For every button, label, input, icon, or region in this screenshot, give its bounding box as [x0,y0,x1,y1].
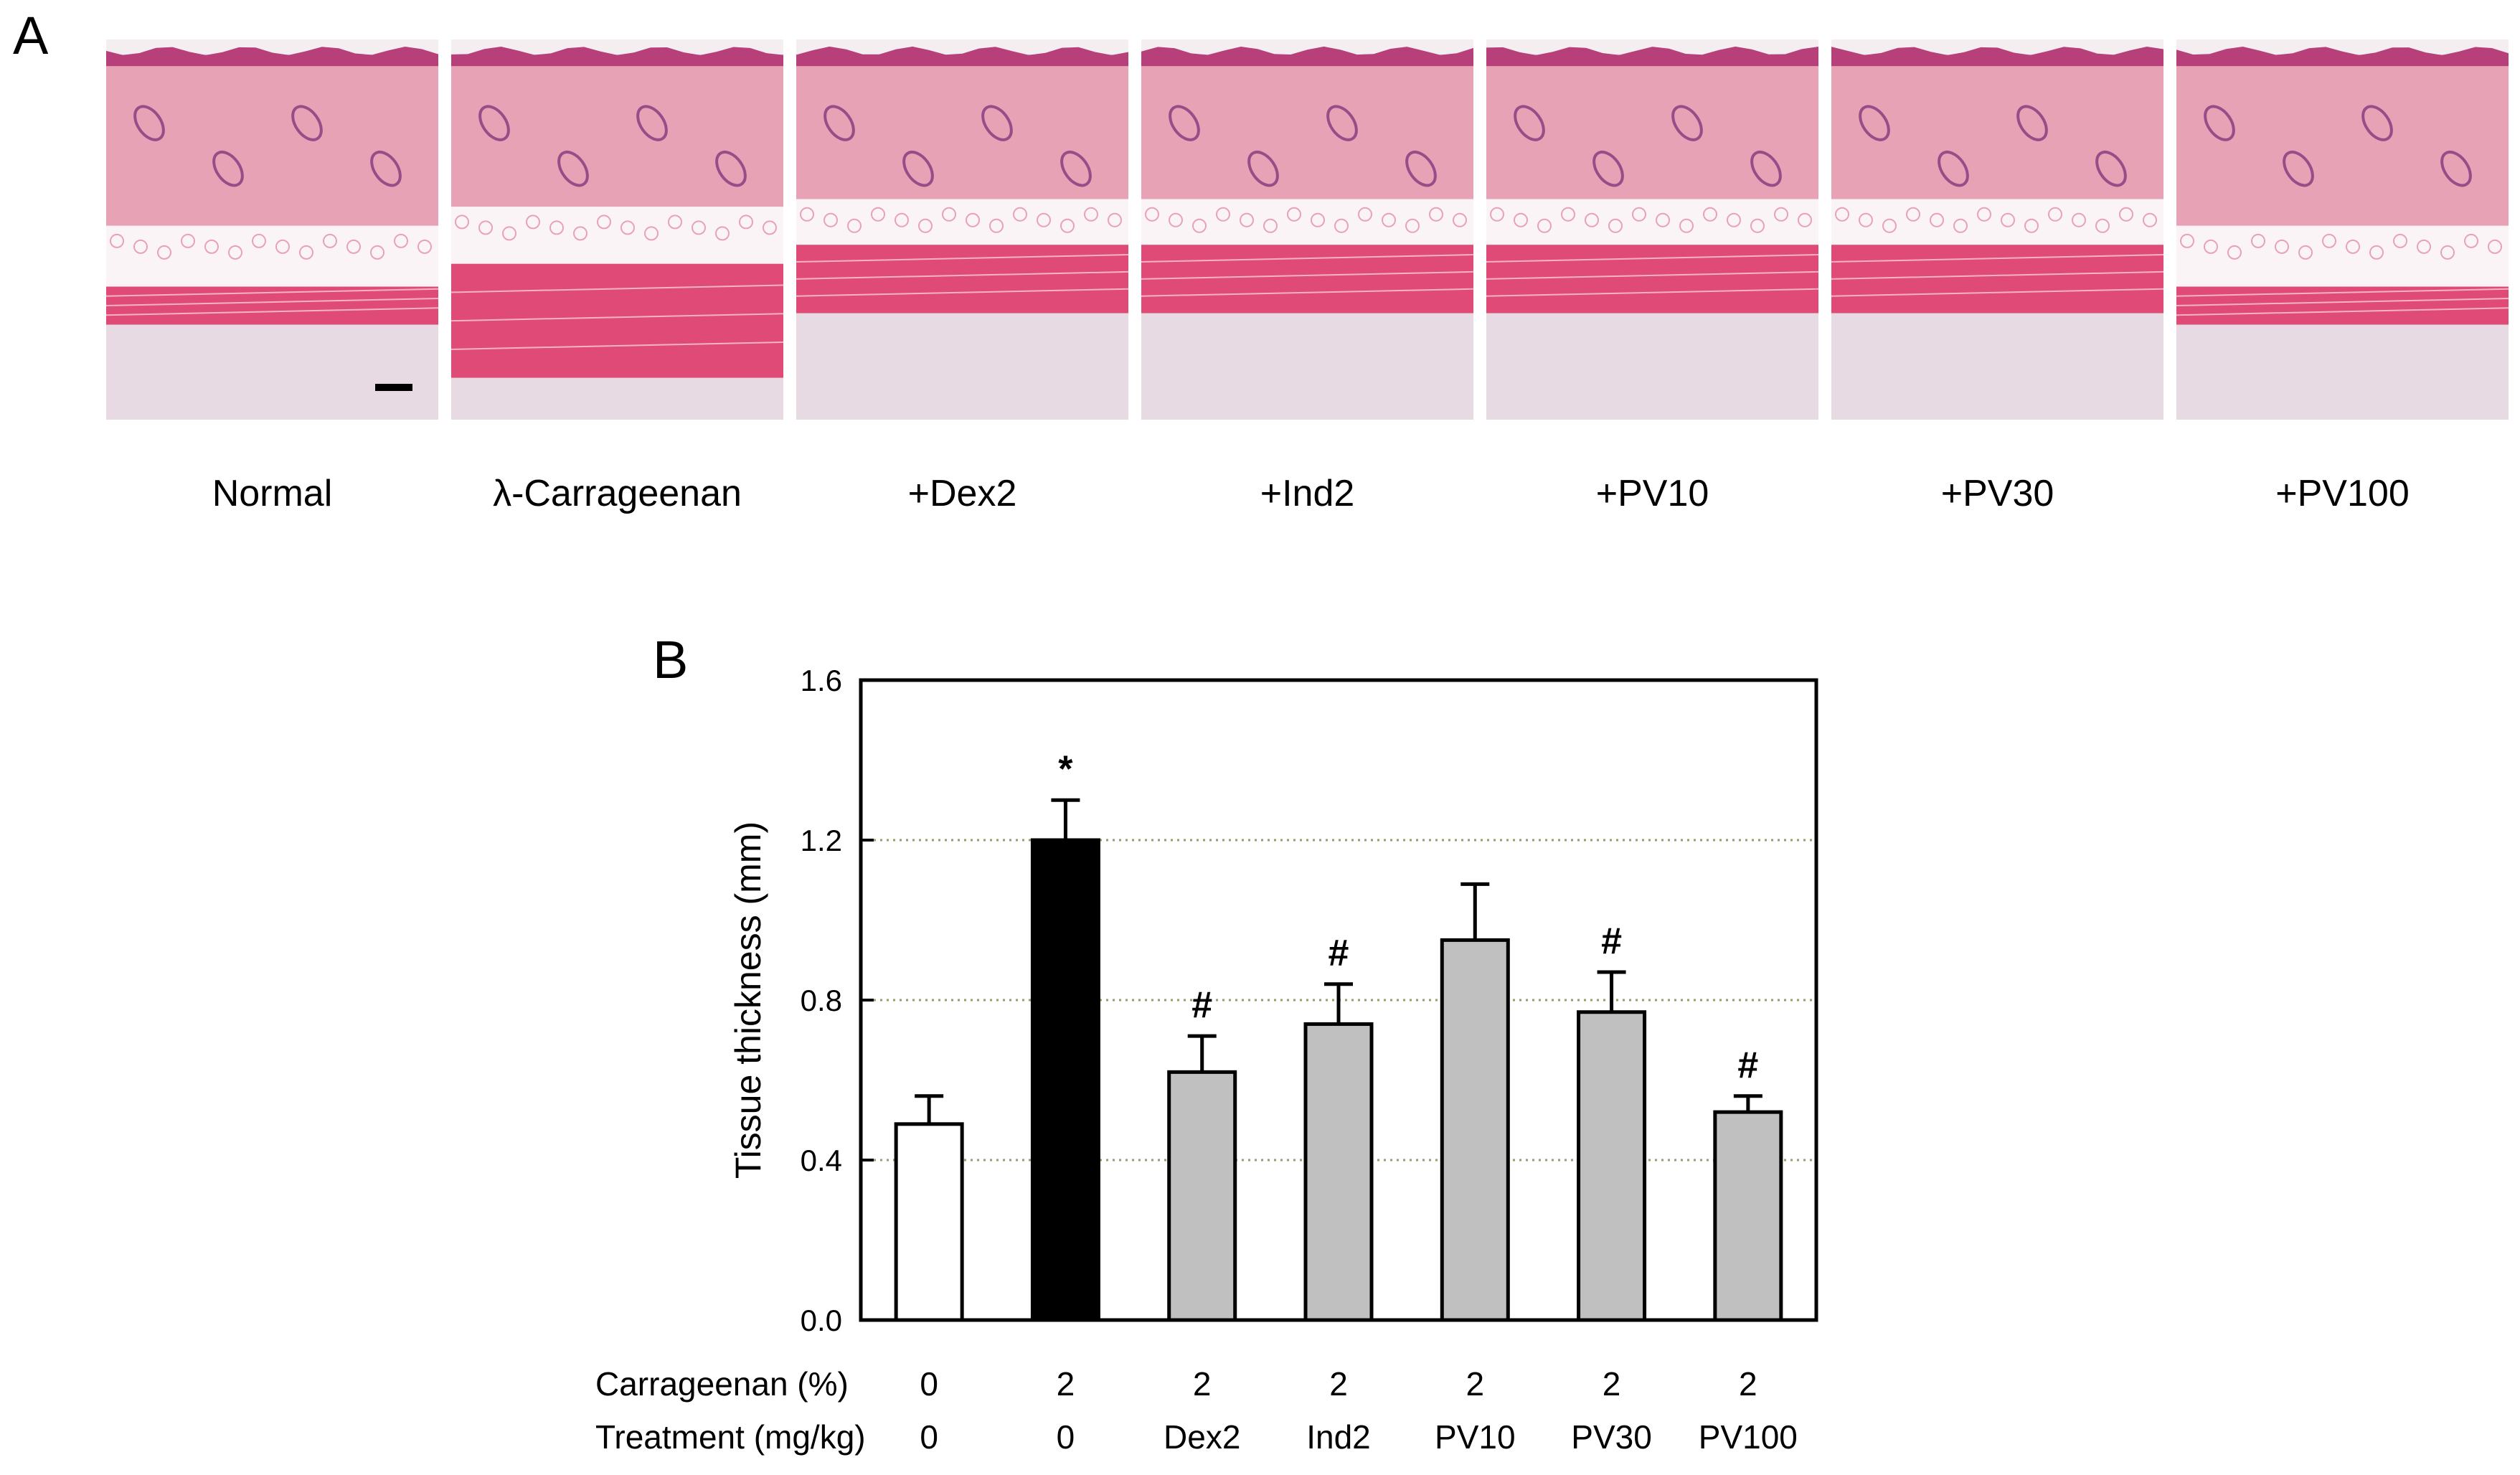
condition-value: PV10 [1435,1418,1516,1456]
condition-value: PV30 [1571,1418,1652,1456]
significance-marker: * [1058,748,1073,790]
condition-value: 0 [920,1418,938,1456]
bar [1577,1010,1647,1322]
panel-caption: +PV30 [1941,473,2054,514]
significance-marker: # [1191,984,1212,1026]
scale-bar [375,384,412,391]
y-tick-label: 0.8 [801,984,842,1017]
panel-caption: +Dex2 [908,473,1017,514]
condition-value: 2 [1057,1365,1075,1403]
condition-value: Dex2 [1164,1418,1240,1456]
panel-caption: +Ind2 [1260,473,1355,514]
panel-caption: +PV10 [1596,473,1709,514]
histology-image [1831,39,2164,420]
bar [1303,1022,1374,1322]
condition-row-label: Carrageenan (%) [595,1365,849,1403]
panel-caption: Normal [212,473,333,514]
bar [1440,938,1510,1322]
histology-image [105,39,439,420]
bar-chart: 0.0 0.4 0.8 1.2 1.6 * # # # # Tissue thickness (… [595,664,1818,1456]
y-tick-label: 0.4 [801,1144,842,1177]
histology-image [1141,39,1474,420]
panel-a-label: A [13,6,49,65]
plot-frame [859,678,1818,1322]
y-axis-label: Tissue thickness (mm) [728,821,768,1179]
significance-marker: # [1737,1045,1758,1086]
histology-image [2176,39,2509,420]
condition-value: 0 [1057,1418,1075,1456]
condition-value: 2 [1193,1365,1212,1403]
histology-panel-row: Normal λ-Carrageenan +Dex2 +Ind2 +PV10 +PV30 +… [105,39,2509,514]
y-axis: 0.0 0.4 0.8 1.2 1.6 [801,664,874,1337]
y-tick-label: 0.0 [801,1304,842,1337]
significance-marker: # [1329,933,1349,974]
condition-value: 2 [1603,1365,1621,1403]
condition-row-label: Treatment (mg/kg) [595,1418,866,1456]
significance-marker: # [1601,920,1622,962]
condition-value: 0 [920,1365,938,1403]
panel-caption: λ-Carrageenan [493,473,742,514]
condition-value: PV100 [1699,1418,1798,1456]
histology-image [1486,39,1819,420]
condition-value: 2 [1739,1365,1757,1403]
histology-image [796,39,1129,420]
y-tick-label: 1.2 [801,824,842,857]
condition-table: Carrageenan (%) 0 2 2 2 2 2 2 Treatment (mg/kg) 0… [595,1365,1798,1456]
condition-value: 2 [1329,1365,1348,1403]
condition-value: Ind2 [1306,1418,1371,1456]
bar [1030,838,1100,1322]
bar [1167,1070,1237,1322]
histology-image [450,39,784,420]
y-tick-label: 1.6 [801,664,842,697]
bar [894,1122,964,1322]
bar [1713,1110,1783,1322]
panel-caption: +PV100 [2275,473,2410,514]
panel-b-label: B [653,630,688,689]
condition-value: 2 [1466,1365,1484,1403]
